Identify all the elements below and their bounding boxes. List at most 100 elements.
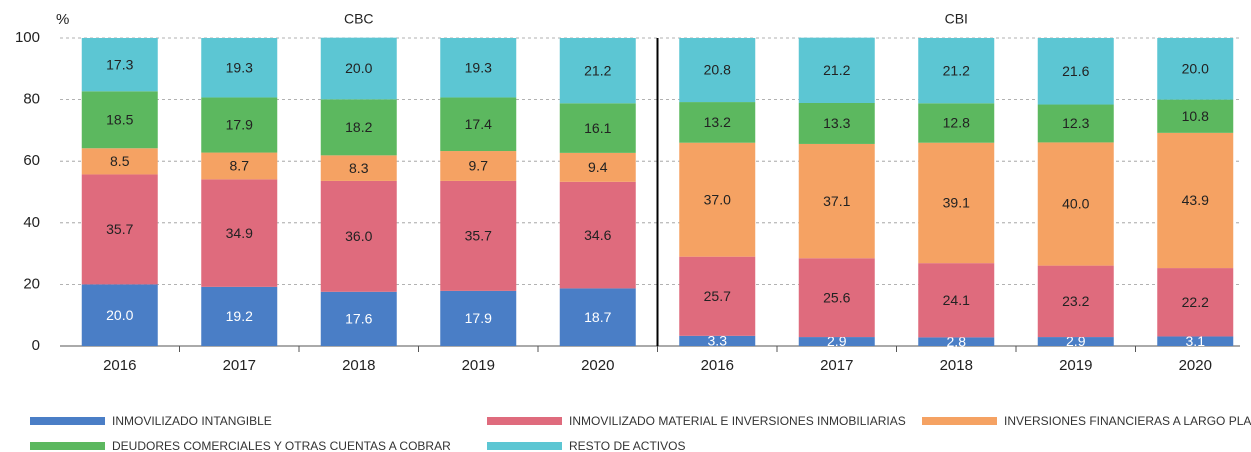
data-label: 8.7: [230, 158, 250, 174]
bar-segment: [679, 256, 756, 336]
data-label: 21.2: [943, 62, 970, 78]
data-label: 20.8: [704, 62, 731, 78]
data-label: 19.3: [465, 59, 492, 75]
x-tick-label: 2018: [940, 357, 973, 374]
bar-segment: [679, 335, 756, 346]
x-tick-label: 2019: [462, 357, 495, 374]
data-label: 25.6: [823, 289, 850, 305]
data-label: 22.2: [1182, 294, 1209, 310]
data-label: 8.5: [110, 153, 130, 169]
legend-label: INMOVILIZADO MATERIAL E INVERSIONES INMO…: [569, 414, 906, 428]
data-label: 17.9: [465, 310, 492, 326]
bar-segment: [798, 258, 875, 338]
x-tick-label: 2018: [342, 357, 375, 374]
bar-segment: [201, 152, 278, 180]
data-label: 23.2: [1062, 293, 1089, 309]
x-tick-label: 2020: [1179, 357, 1212, 374]
data-label: 20.0: [1182, 61, 1209, 77]
data-label: 36.0: [345, 228, 372, 244]
bar-segment: [201, 179, 278, 287]
data-label: 18.2: [345, 119, 372, 135]
bar-segment: [81, 174, 158, 285]
bar-segment: [320, 155, 397, 181]
bar-segment: [1157, 268, 1234, 337]
x-tick-label: 2020: [581, 357, 614, 374]
data-label: 21.2: [823, 62, 850, 78]
bar-segment: [918, 103, 995, 143]
bar-segment: [320, 37, 397, 100]
bar-segment: [440, 180, 517, 291]
bar-segment: [440, 290, 517, 346]
y-tick-label: 20: [23, 275, 40, 292]
bar-segment: [81, 284, 158, 346]
data-label: 3.3: [708, 333, 728, 349]
y-tick-label: 100: [15, 29, 40, 46]
group-label: CBC: [344, 11, 374, 27]
bar-segment: [918, 263, 995, 338]
data-label: 13.2: [704, 114, 731, 130]
data-label: 10.8: [1182, 108, 1209, 124]
legend-label: RESTO DE ACTIVOS: [569, 439, 685, 452]
data-label: 21.6: [1062, 63, 1089, 79]
bar-segment: [679, 102, 756, 143]
bar-segment: [798, 337, 875, 346]
data-label: 34.9: [226, 225, 253, 241]
bar-segment: [201, 97, 278, 153]
data-label: 18.7: [584, 309, 611, 325]
bar-segment: [201, 38, 278, 98]
bar-segment: [201, 286, 278, 346]
y-tick-label: 40: [23, 214, 40, 231]
group-label: CBI: [945, 11, 968, 27]
bar-segment: [918, 337, 995, 346]
data-label: 2.8: [947, 333, 967, 349]
data-label: 40.0: [1062, 196, 1089, 212]
data-label: 9.4: [588, 159, 608, 175]
legend-swatch: [487, 417, 562, 425]
bar-segment: [559, 288, 636, 346]
data-label: 16.1: [584, 120, 611, 136]
bar-segment: [440, 97, 517, 152]
bar-segment: [559, 38, 636, 104]
legend-swatch: [30, 442, 105, 450]
legend-label: INMOVILIZADO INTANGIBLE: [112, 414, 272, 428]
data-label: 20.0: [106, 307, 133, 323]
x-tick-label: 2019: [1059, 357, 1092, 374]
bar-segment: [918, 142, 995, 264]
x-tick-label: 2016: [701, 357, 734, 374]
data-label: 17.3: [106, 56, 133, 72]
bar-segment: [320, 99, 397, 156]
data-label: 43.9: [1182, 192, 1209, 208]
x-tick-label: 2017: [223, 357, 256, 374]
bar-segment: [798, 143, 875, 259]
bar-segment: [559, 181, 636, 289]
data-label: 9.7: [469, 158, 489, 174]
data-label: 21.2: [584, 62, 611, 78]
bar-segment: [1157, 99, 1234, 133]
bar-segment: [320, 180, 397, 292]
bar-segment: [1037, 104, 1114, 143]
bar-segment: [1037, 38, 1114, 105]
data-label: 20.0: [345, 60, 372, 76]
data-label: 37.1: [823, 193, 850, 209]
x-tick-label: 2016: [103, 357, 136, 374]
bar-segment: [440, 38, 517, 98]
bar-segment: [1157, 336, 1234, 346]
legend-swatch: [922, 417, 997, 425]
bar-segment: [559, 103, 636, 153]
bar-segment: [679, 38, 756, 103]
data-label: 35.7: [465, 228, 492, 244]
legend-label: INVERSIONES FINANCIERAS A LARGO PLAZO: [1004, 414, 1251, 428]
legend-swatch: [487, 442, 562, 450]
y-tick-label: 80: [23, 91, 40, 108]
bar-segment: [81, 148, 158, 175]
data-label: 25.7: [704, 288, 731, 304]
data-label: 18.5: [106, 111, 133, 127]
bar-segment: [918, 38, 995, 104]
bar-segment: [1037, 337, 1114, 346]
bar-segment: [1157, 132, 1234, 269]
x-tick-label: 2017: [820, 357, 853, 374]
data-label: 13.3: [823, 115, 850, 131]
data-label: 17.9: [226, 117, 253, 133]
bar-segment: [559, 152, 636, 182]
